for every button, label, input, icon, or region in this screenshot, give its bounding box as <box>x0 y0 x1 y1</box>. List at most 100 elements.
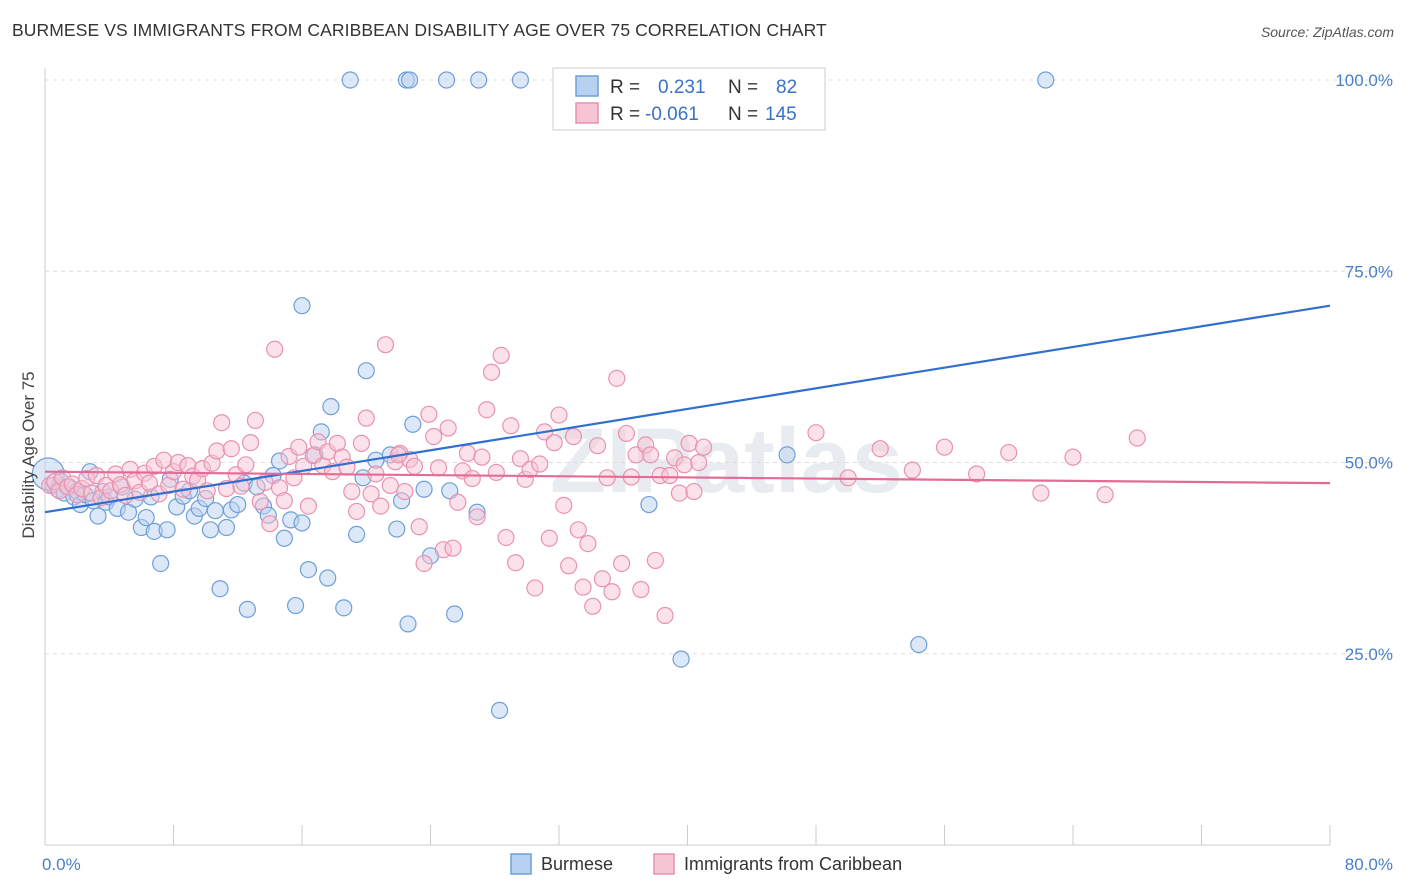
burmese-point <box>470 71 488 89</box>
caribbean-points <box>41 336 1146 625</box>
burmese-point <box>286 596 305 615</box>
burmese-point <box>672 650 690 668</box>
caribbean-point <box>381 476 399 495</box>
burmese-point <box>206 502 224 520</box>
burmese-swatch <box>575 75 599 97</box>
caribbean-point <box>555 496 573 514</box>
watermark: ZIPatlas <box>550 410 903 512</box>
caribbean-point <box>376 336 395 354</box>
caribbean-point <box>410 518 428 536</box>
burmese-trend-line <box>44 304 1331 514</box>
burmese-point <box>401 71 419 89</box>
burmese-point <box>778 446 796 464</box>
caribbean-point <box>482 363 501 381</box>
burmese-point <box>152 554 170 573</box>
legend-n-label-0: N = <box>728 77 758 98</box>
caribbean-point <box>246 411 265 430</box>
caribbean-point <box>680 434 698 452</box>
burmese-point <box>299 560 318 579</box>
burmese-point <box>275 529 293 547</box>
caribbean-point <box>487 463 505 482</box>
source-credit: Source: ZipAtlas.com <box>1260 24 1394 40</box>
caribbean-point <box>362 485 380 503</box>
caribbean-point <box>266 340 284 358</box>
gridlines <box>45 79 1395 655</box>
caribbean-point <box>425 427 443 446</box>
burmese-point <box>910 635 928 654</box>
burmese-point <box>201 521 220 539</box>
caribbean-point <box>338 458 356 476</box>
axes: 25.0% 50.0% 75.0% 100.0% 0.0% 80.0% <box>42 68 1393 874</box>
caribbean-point <box>222 440 240 458</box>
burmese-point <box>238 600 256 618</box>
caribbean-point <box>492 346 510 364</box>
series-legend: Burmese Immigrants from Caribbean <box>510 853 902 875</box>
caribbean-point <box>1064 448 1082 466</box>
caribbean-point <box>694 438 713 456</box>
caribbean-point <box>545 434 563 452</box>
x-tick-label: 80.0% <box>1345 855 1393 874</box>
caribbean-point <box>463 469 481 488</box>
caribbean-point <box>560 557 578 575</box>
trend-lines <box>44 304 1331 514</box>
caribbean-point <box>685 482 703 501</box>
burmese-point <box>415 480 433 498</box>
caribbean-point <box>1096 486 1114 504</box>
legend-r-value-1: -0.061 <box>645 104 699 125</box>
burmese-point <box>640 495 658 514</box>
caribbean-point <box>251 492 269 511</box>
burmese-point <box>511 71 530 89</box>
burmese-point <box>399 615 417 633</box>
y-axis-label: Disability Age Over 75 <box>19 371 38 538</box>
caribbean-point <box>396 482 414 501</box>
legend-n-label-1: N = <box>728 104 758 125</box>
caribbean-point <box>261 515 279 533</box>
burmese-point <box>357 362 375 380</box>
caribbean-point <box>511 450 530 468</box>
caribbean-point <box>807 424 825 442</box>
caribbean-point <box>550 406 568 424</box>
caribbean-point <box>613 554 631 573</box>
caribbean-point <box>473 448 491 466</box>
caribbean-point <box>444 539 462 557</box>
caribbean-point <box>275 492 293 510</box>
caribbean-point <box>584 597 602 615</box>
caribbean-point <box>871 440 889 458</box>
caribbean-point <box>588 437 607 455</box>
caribbean-point <box>357 409 375 427</box>
caribbean-point <box>903 461 921 479</box>
chart-title: BURMESE VS IMMIGRANTS FROM CARIBBEAN DIS… <box>12 20 827 40</box>
caribbean-point <box>574 578 592 596</box>
caribbean-point <box>1032 484 1050 502</box>
caribbean-trend-line <box>44 470 1331 485</box>
burmese-point <box>293 297 311 315</box>
caribbean-point <box>1000 443 1018 462</box>
caribbean-swatch <box>575 102 599 124</box>
caribbean-point <box>415 554 433 573</box>
caribbean-point <box>343 482 361 501</box>
burmese-point <box>319 569 337 587</box>
caribbean-point <box>603 583 621 601</box>
caribbean-point <box>348 502 366 521</box>
burmese-points <box>31 71 1055 719</box>
y-tick-label: 25.0% <box>1345 645 1393 664</box>
caribbean-point <box>468 508 486 526</box>
burmese-point <box>211 580 229 598</box>
caribbean-point <box>290 438 308 456</box>
caribbean-point <box>372 497 390 515</box>
burmese-point <box>217 518 236 537</box>
caribbean-point <box>502 417 520 435</box>
caribbean-point <box>608 369 626 387</box>
legend-burmese-swatch <box>510 853 532 875</box>
burmese-point <box>322 398 340 416</box>
burmese-point <box>293 514 311 532</box>
caribbean-point <box>968 465 986 483</box>
legend-n-value-0: 82 <box>776 77 797 98</box>
caribbean-point <box>507 554 525 572</box>
burmese-point <box>490 701 509 719</box>
caribbean-point <box>690 453 708 472</box>
caribbean-point <box>213 414 231 432</box>
burmese-point <box>229 495 247 514</box>
burmese-point <box>388 520 406 538</box>
caribbean-point <box>429 459 448 477</box>
